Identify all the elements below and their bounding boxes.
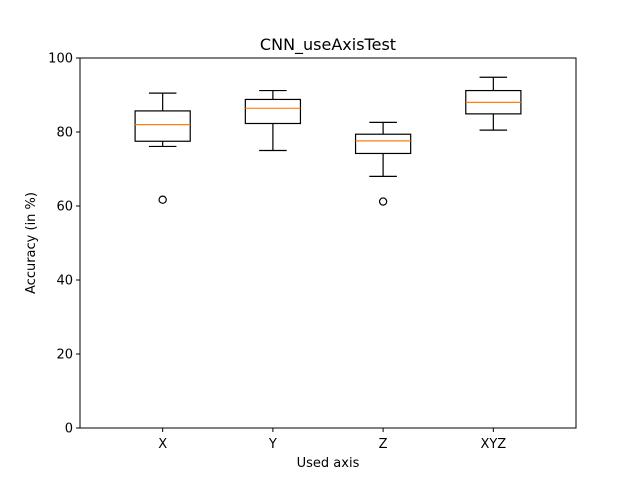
y-tick-label: 100 [48, 52, 73, 67]
y-tick-label: 80 [56, 126, 73, 141]
y-axis: 0 20 40 60 80 100 [48, 52, 80, 437]
x-tick-label: XYZ [480, 437, 506, 452]
x-axis-label: Used axis [297, 456, 360, 471]
x-tick-label: X [158, 437, 167, 452]
outlier-point [158, 195, 167, 204]
plot-area [79, 57, 577, 429]
box-group-y [244, 89, 302, 152]
x-axis: X Y Z XYZ [158, 428, 506, 452]
box-iqr [354, 133, 412, 155]
y-tick-label: 60 [56, 200, 73, 215]
box-iqr [244, 98, 302, 125]
y-tick-label: 40 [56, 274, 73, 289]
y-tick-label: 20 [56, 348, 73, 363]
outlier-point [378, 197, 388, 206]
box-iqr [134, 110, 191, 142]
x-tick-label: Z [379, 437, 388, 452]
box-group-xyz [465, 76, 522, 131]
chart-title: CNN_useAxisTest [260, 35, 396, 55]
box-series [134, 76, 522, 206]
y-axis-label: Accuracy (in %) [24, 192, 39, 294]
y-tick-label: 0 [65, 422, 73, 437]
box-group-x [134, 92, 191, 204]
box-group-z [354, 121, 412, 206]
x-tick-label: Y [268, 437, 277, 452]
